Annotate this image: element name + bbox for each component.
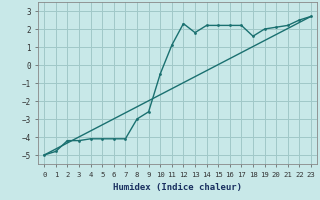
X-axis label: Humidex (Indice chaleur): Humidex (Indice chaleur) xyxy=(113,183,242,192)
